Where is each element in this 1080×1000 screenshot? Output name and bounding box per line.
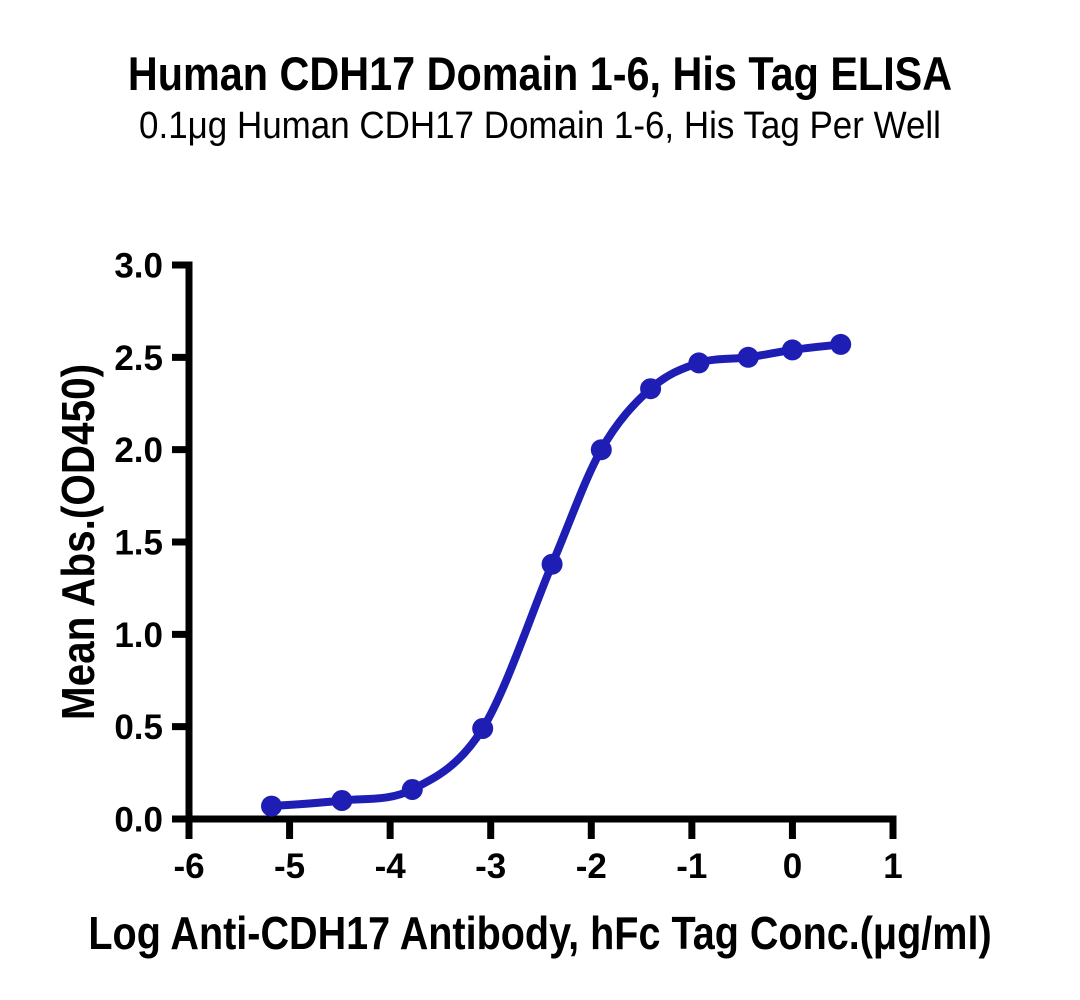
data-point-marker: [688, 352, 710, 374]
x-axis-title: Log Anti-CDH17 Antibody, hFc Tag Conc.(μ…: [88, 907, 992, 959]
x-tick-label: -3: [475, 847, 506, 886]
axis-ticks: [172, 261, 897, 839]
y-tick-label: 0.5: [114, 708, 163, 747]
data-point-marker: [830, 333, 852, 355]
y-tick-label: 1.0: [114, 616, 163, 655]
fitted-curve: [267, 340, 845, 811]
x-tick-label: 0: [783, 847, 802, 886]
data-point-marker: [331, 790, 353, 811]
x-tick-label: -2: [576, 847, 607, 886]
dose-response-curve: [267, 340, 845, 811]
data-point-marker: [261, 795, 282, 817]
x-tick-label: -6: [173, 847, 204, 886]
x-tick-label: -4: [375, 847, 407, 886]
data-point-marker: [401, 779, 423, 800]
data-point-marker: [472, 718, 494, 739]
data-point-marker: [590, 439, 612, 461]
chart-title: Human CDH17 Domain 1-6, His Tag ELISA: [127, 47, 953, 100]
tick-labels: 0.0 0.5 1.0 1.5 2.0 2.5 3.0 -6 -5 -4 -3 -2 -1 0 1: [114, 247, 902, 887]
x-tick-label: -1: [676, 847, 707, 886]
data-point-marker: [640, 378, 662, 400]
y-tick-label: 0.0: [114, 801, 163, 840]
y-tick-label: 3.0: [114, 247, 163, 286]
data-point-marker: [781, 339, 803, 361]
x-tick-label: 1: [883, 847, 902, 886]
y-tick-label: 2.5: [114, 339, 163, 378]
y-tick-label: 1.5: [114, 524, 163, 563]
data-point-marker: [737, 346, 759, 368]
chart-subtitle: 0.1μg Human CDH17 Domain 1-6, His Tag Pe…: [139, 105, 941, 147]
x-tick-label: -5: [274, 847, 305, 886]
data-point-marker: [541, 553, 563, 575]
data-points: [261, 333, 852, 817]
y-tick-label: 2.0: [114, 431, 163, 470]
